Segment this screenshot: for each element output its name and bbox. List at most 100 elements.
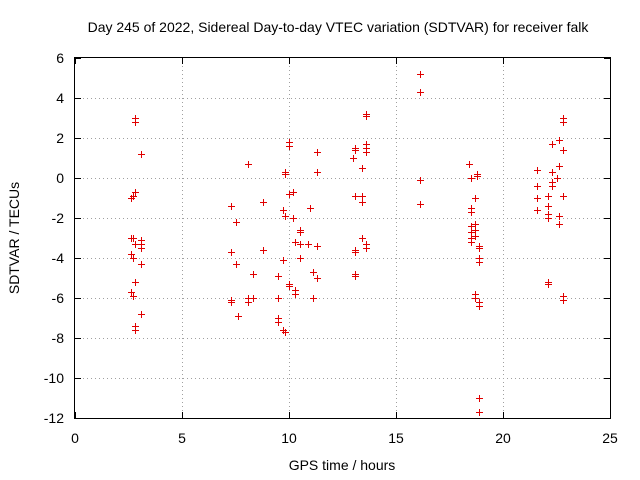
data-point: [556, 137, 563, 144]
data-point: [476, 303, 483, 310]
x-tick-label: 0: [71, 430, 79, 446]
data-point: [466, 161, 473, 168]
data-point: [549, 141, 556, 148]
data-point: [472, 295, 479, 302]
data-point: [286, 139, 293, 146]
data-point: [130, 193, 137, 200]
data-point: [305, 241, 312, 248]
x-tick-label: 5: [178, 430, 186, 446]
data-point: [275, 319, 282, 326]
data-point: [130, 255, 137, 262]
data-point: [468, 229, 475, 236]
data-point: [282, 329, 289, 336]
data-point: [132, 279, 139, 286]
data-point: [297, 241, 304, 248]
data-point: [472, 233, 479, 240]
data-point: [260, 247, 267, 254]
data-point: [417, 201, 424, 208]
data-point: [352, 273, 359, 280]
data-point: [128, 251, 135, 258]
data-point: [138, 151, 145, 158]
data-point: [472, 221, 479, 228]
chart-title: Day 245 of 2022, Sidereal Day-to-day VTE…: [88, 19, 590, 35]
x-tick-label: 15: [388, 430, 404, 446]
data-point: [310, 269, 317, 276]
data-point: [260, 199, 267, 206]
data-point: [545, 215, 552, 222]
y-tick-label: -4: [52, 250, 65, 266]
data-point: [275, 273, 282, 280]
data-point: [275, 295, 282, 302]
data-point: [138, 311, 145, 318]
data-point: [235, 313, 242, 320]
data-point: [363, 141, 370, 148]
data-point: [314, 169, 321, 176]
data-point: [556, 163, 563, 170]
data-point: [468, 223, 475, 230]
y-tick-label: 4: [56, 90, 64, 106]
y-tick-label: 2: [56, 130, 64, 146]
data-point: [476, 395, 483, 402]
data-point: [359, 199, 366, 206]
data-point: [307, 205, 314, 212]
data-point: [282, 213, 289, 220]
x-tick-label: 10: [281, 430, 297, 446]
data-point: [359, 235, 366, 242]
data-point: [228, 249, 235, 256]
data-point: [233, 219, 240, 226]
data-point: [132, 115, 139, 122]
data-point: [286, 283, 293, 290]
data-point: [549, 183, 556, 190]
data-point: [290, 189, 297, 196]
y-tick-label: -10: [44, 370, 64, 386]
plot-frame: [74, 57, 611, 419]
data-point: [549, 169, 556, 176]
data-point: [314, 275, 321, 282]
x-axis-label: GPS time / hours: [289, 457, 396, 473]
data-point: [534, 207, 541, 214]
x-tick-label: 25: [602, 430, 618, 446]
data-point: [534, 183, 541, 190]
y-axis-label: SDTVAR / TECUs: [6, 182, 22, 294]
data-point: [468, 239, 475, 246]
data-point: [132, 327, 139, 334]
data-point: [245, 299, 252, 306]
data-point: [138, 245, 145, 252]
data-point: [292, 291, 299, 298]
data-point: [556, 221, 563, 228]
axis-tick-labels: 0 5 10 15 20 25 -12 -10 -8 -6 -4 -2 0 2 4 6: [44, 50, 618, 446]
data-point: [476, 245, 483, 252]
data-point: [352, 249, 359, 256]
data-point: [297, 229, 304, 236]
data-point: [314, 149, 321, 156]
data-point: [297, 255, 304, 262]
y-tick-label: 0: [56, 170, 64, 186]
y-tick-label: -6: [52, 290, 65, 306]
y-tick-label: -8: [52, 330, 65, 346]
data-point: [534, 167, 541, 174]
data-point: [250, 295, 257, 302]
data-point: [534, 195, 541, 202]
data-point: [350, 155, 357, 162]
data-point: [352, 193, 359, 200]
data-point: [352, 145, 359, 152]
data-point: [560, 147, 567, 154]
data-point: [130, 293, 137, 300]
x-tick-label: 20: [495, 430, 511, 446]
data-point: [132, 189, 139, 196]
y-tick-label: -12: [44, 410, 64, 426]
data-point: [417, 71, 424, 78]
y-tick-label: -2: [52, 210, 65, 226]
data-point: [282, 169, 289, 176]
data-point: [359, 193, 366, 200]
data-point: [472, 227, 479, 234]
data-point: [138, 261, 145, 268]
data-point: [554, 175, 561, 182]
data-point: [468, 209, 475, 216]
data-point: [132, 241, 139, 248]
data-point: [472, 195, 479, 202]
data-point: [560, 297, 567, 304]
data-points: [128, 71, 567, 416]
data-point: [228, 203, 235, 210]
data-point: [545, 193, 552, 200]
